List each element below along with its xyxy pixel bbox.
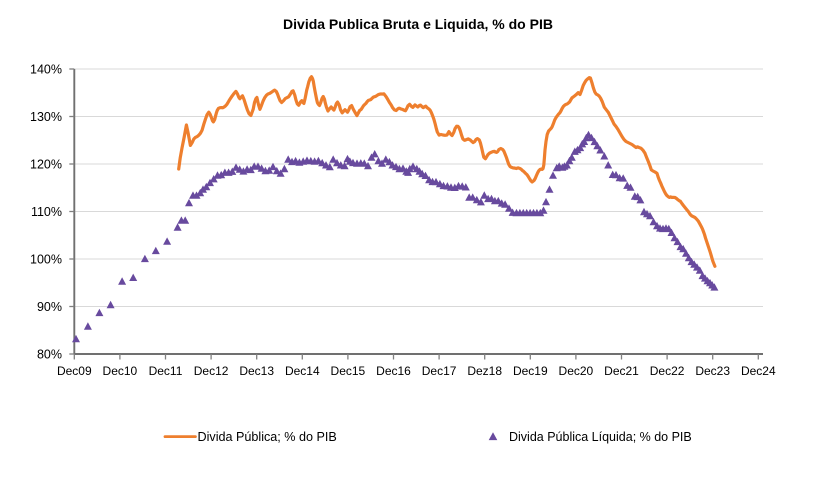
svg-text:Dec14: Dec14 bbox=[285, 364, 320, 378]
svg-text:Dec23: Dec23 bbox=[695, 364, 730, 378]
svg-text:90%: 90% bbox=[37, 300, 62, 314]
svg-text:Dec16: Dec16 bbox=[376, 364, 411, 378]
svg-text:Dec12: Dec12 bbox=[194, 364, 229, 378]
svg-text:140%: 140% bbox=[30, 62, 62, 76]
svg-text:130%: 130% bbox=[30, 110, 62, 124]
svg-text:Dec21: Dec21 bbox=[604, 364, 639, 378]
svg-text:Dec22: Dec22 bbox=[650, 364, 685, 378]
svg-text:Dec17: Dec17 bbox=[422, 364, 457, 378]
svg-text:Dec15: Dec15 bbox=[331, 364, 366, 378]
svg-text:Divida Pública; % do PIB: Divida Pública; % do PIB bbox=[198, 430, 337, 444]
svg-text:Dec24: Dec24 bbox=[741, 364, 776, 378]
svg-text:Divida Publica Bruta e Liquida: Divida Publica Bruta e Liquida, % do PIB bbox=[283, 16, 553, 32]
svg-text:Divida Pública Líquida; % do P: Divida Pública Líquida; % do PIB bbox=[509, 430, 692, 444]
svg-text:110%: 110% bbox=[31, 205, 62, 219]
svg-text:Dec19: Dec19 bbox=[513, 364, 548, 378]
svg-text:Dec20: Dec20 bbox=[559, 364, 594, 378]
svg-text:Dec10: Dec10 bbox=[103, 364, 138, 378]
svg-text:100%: 100% bbox=[30, 252, 62, 266]
svg-text:Dez18: Dez18 bbox=[467, 364, 502, 378]
svg-text:Dec13: Dec13 bbox=[239, 364, 274, 378]
svg-text:Dec09: Dec09 bbox=[57, 364, 92, 378]
svg-text:120%: 120% bbox=[30, 157, 62, 171]
svg-text:80%: 80% bbox=[37, 347, 62, 361]
svg-text:Dec11: Dec11 bbox=[149, 364, 183, 378]
